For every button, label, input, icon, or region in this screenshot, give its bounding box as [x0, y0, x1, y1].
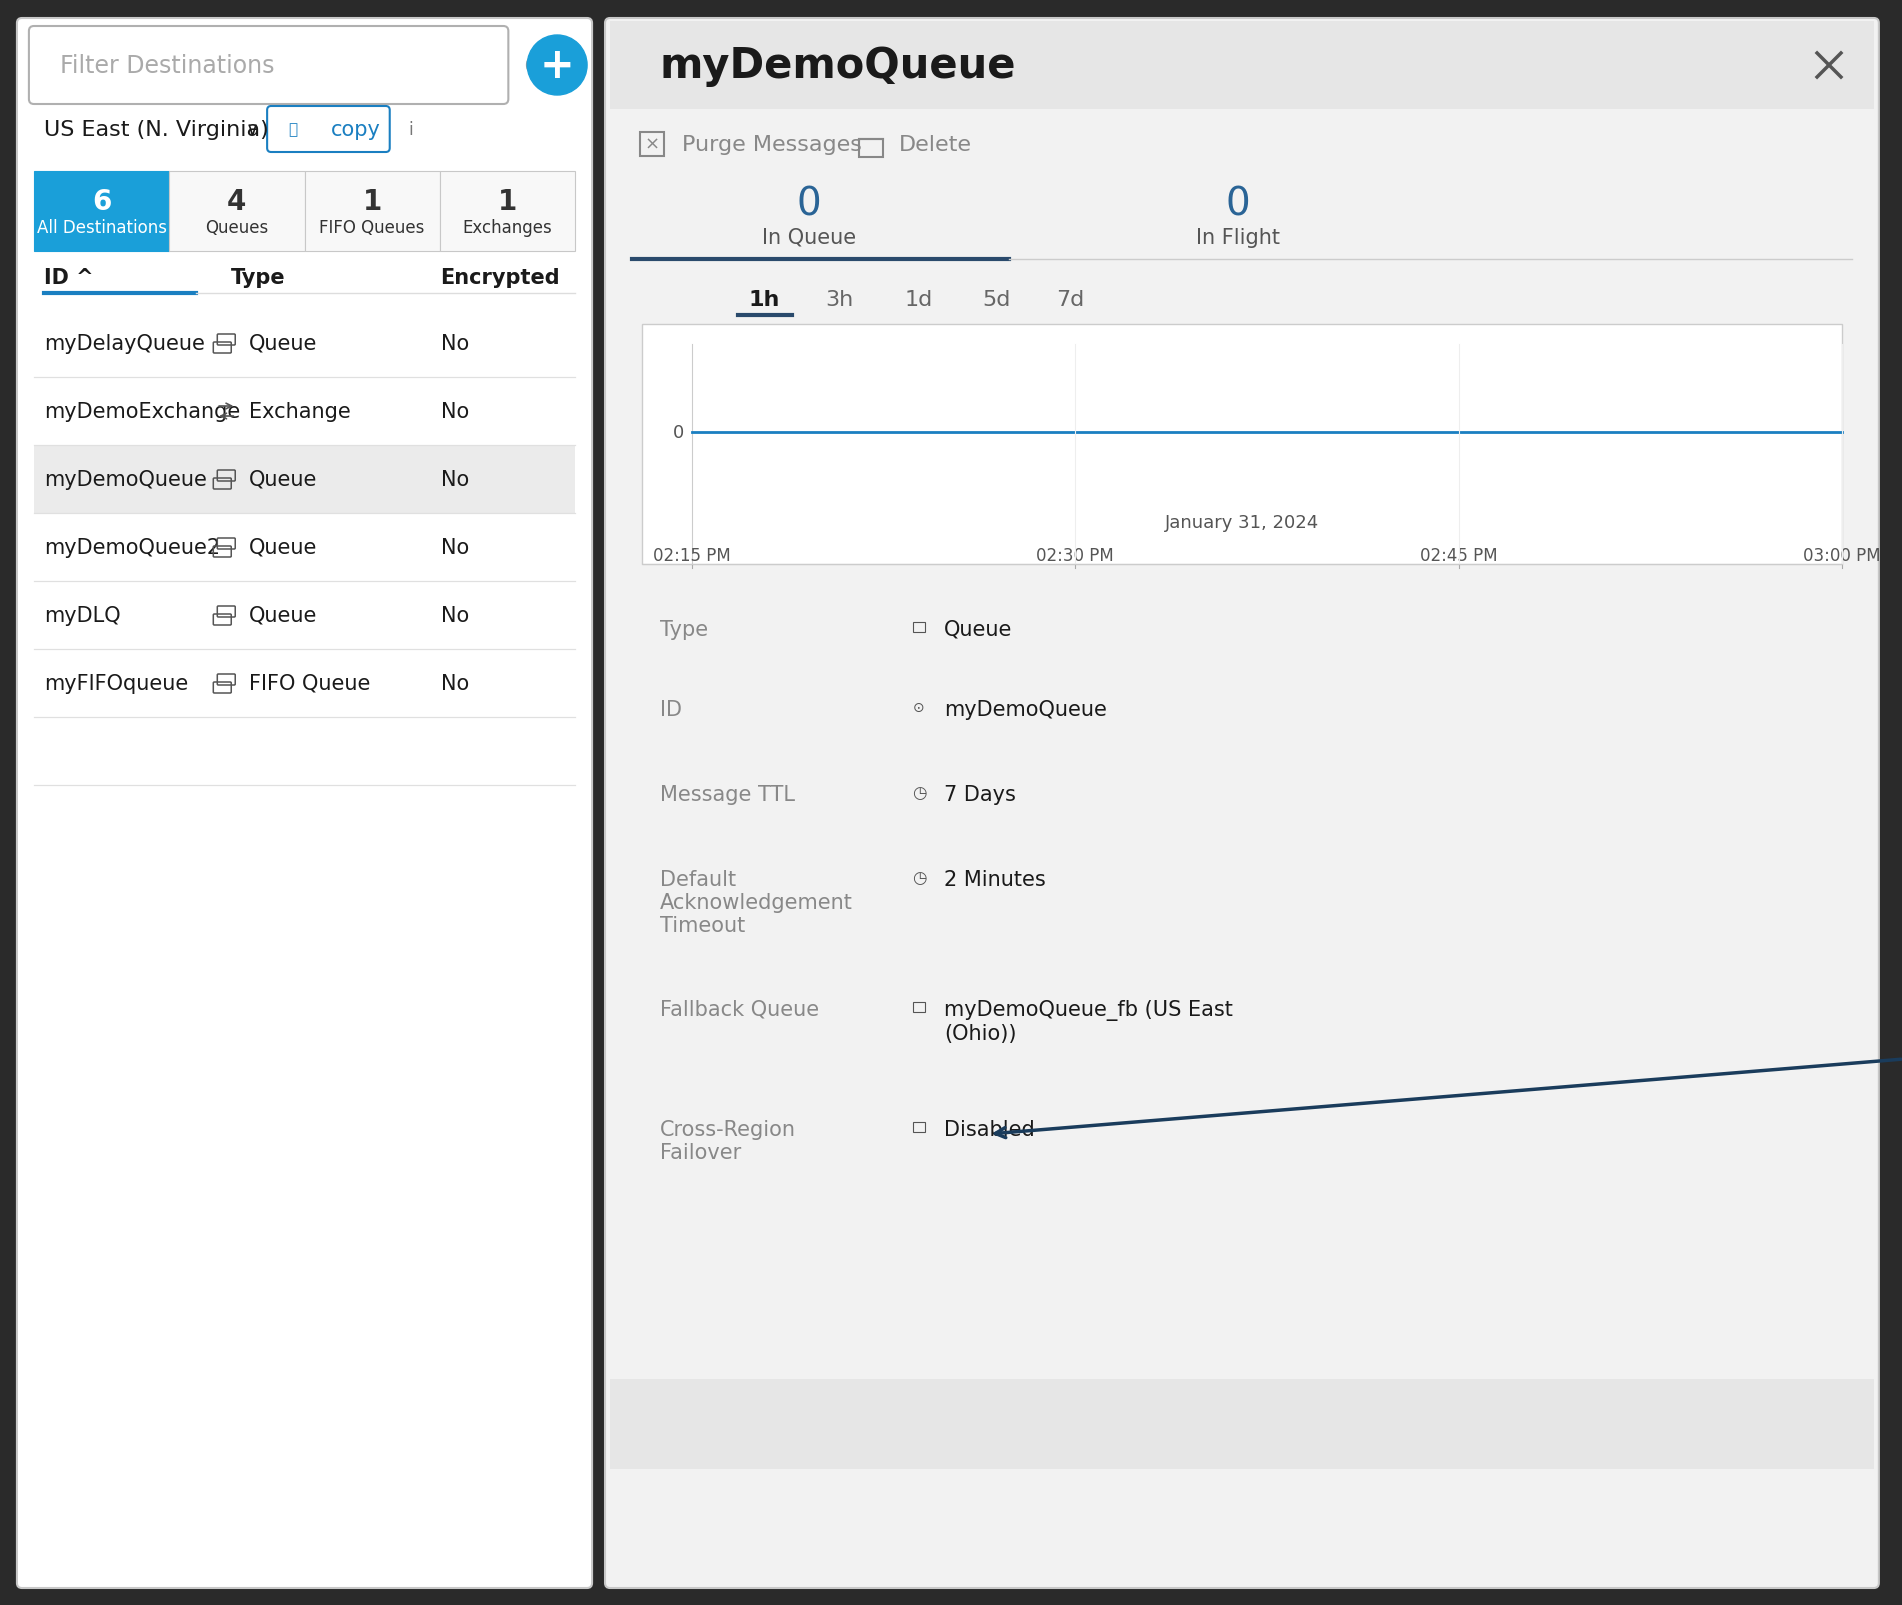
- Text: ⊙: ⊙: [913, 700, 924, 714]
- Text: No: No: [441, 470, 468, 490]
- FancyBboxPatch shape: [169, 172, 304, 252]
- FancyBboxPatch shape: [29, 27, 508, 104]
- Text: Queues: Queues: [205, 218, 268, 238]
- Text: No: No: [441, 605, 468, 626]
- Text: No: No: [441, 401, 468, 422]
- Text: myDemoQueue_fb (US East
(Ohio)): myDemoQueue_fb (US East (Ohio)): [943, 1000, 1232, 1043]
- Text: 6: 6: [91, 188, 110, 215]
- FancyBboxPatch shape: [611, 1379, 1873, 1469]
- Text: 02:15 PM: 02:15 PM: [652, 547, 730, 565]
- Text: In Flight: In Flight: [1196, 228, 1280, 247]
- Text: Message TTL: Message TTL: [660, 785, 795, 804]
- Text: Exchanges: Exchanges: [462, 218, 552, 238]
- Text: In Queue: In Queue: [763, 228, 856, 247]
- Text: 5d: 5d: [983, 291, 1012, 310]
- FancyBboxPatch shape: [34, 172, 169, 252]
- Text: All Destinations: All Destinations: [36, 218, 167, 238]
- Bar: [913, 623, 924, 632]
- Text: January 31, 2024: January 31, 2024: [1164, 514, 1320, 531]
- Text: ◷: ◷: [911, 868, 926, 886]
- Text: 02:45 PM: 02:45 PM: [1419, 547, 1497, 565]
- Text: Exchange: Exchange: [249, 401, 352, 422]
- Text: myDemoExchange: myDemoExchange: [44, 401, 240, 422]
- Text: Type: Type: [232, 268, 285, 287]
- Text: Queue: Queue: [943, 620, 1012, 640]
- Text: 0: 0: [797, 186, 822, 223]
- FancyBboxPatch shape: [439, 172, 574, 252]
- Text: myDemoQueue: myDemoQueue: [44, 470, 207, 490]
- Text: 0: 0: [1225, 186, 1250, 223]
- Text: 1h: 1h: [749, 291, 780, 310]
- FancyBboxPatch shape: [605, 19, 1879, 1587]
- Text: Encrypted: Encrypted: [441, 268, 561, 287]
- Text: 2 Minutes: 2 Minutes: [943, 870, 1046, 889]
- Text: 4: 4: [226, 188, 247, 215]
- Text: myDLQ: myDLQ: [44, 605, 120, 626]
- Bar: [913, 1122, 924, 1132]
- Text: myDelayQueue: myDelayQueue: [44, 334, 205, 353]
- FancyBboxPatch shape: [304, 172, 439, 252]
- Text: Queue: Queue: [249, 334, 318, 353]
- Bar: [611, 22, 1873, 109]
- Text: Disabled: Disabled: [943, 1119, 1035, 1140]
- Text: ID: ID: [660, 700, 681, 719]
- Text: Filter Destinations: Filter Destinations: [59, 55, 274, 79]
- Text: myFIFOqueue: myFIFOqueue: [44, 674, 188, 693]
- Text: Queue: Queue: [249, 538, 318, 557]
- Text: 7 Days: 7 Days: [943, 785, 1016, 804]
- FancyBboxPatch shape: [17, 19, 592, 1587]
- Text: ×: ×: [645, 136, 660, 154]
- Text: 1d: 1d: [905, 291, 934, 310]
- FancyBboxPatch shape: [266, 108, 390, 152]
- Text: US East (N. Virginia): US East (N. Virginia): [44, 120, 268, 140]
- Text: Type: Type: [660, 620, 708, 640]
- Text: Delete: Delete: [900, 135, 972, 156]
- Text: 📋: 📋: [289, 122, 297, 138]
- Text: 3h: 3h: [825, 291, 854, 310]
- Text: Queue: Queue: [249, 605, 318, 626]
- Text: No: No: [441, 334, 468, 353]
- Text: Queue: Queue: [249, 470, 318, 490]
- Bar: [913, 1003, 924, 1013]
- Text: Fallback Queue: Fallback Queue: [660, 1000, 820, 1019]
- Circle shape: [527, 35, 588, 96]
- Text: 1: 1: [498, 188, 517, 215]
- Text: No: No: [441, 538, 468, 557]
- Text: ∨: ∨: [245, 120, 259, 140]
- Text: 02:30 PM: 02:30 PM: [1037, 547, 1115, 565]
- Text: 7d: 7d: [1056, 291, 1084, 310]
- Text: copy: copy: [331, 120, 380, 140]
- Text: FIFO Queues: FIFO Queues: [320, 218, 424, 238]
- Text: Cross-Region
Failover: Cross-Region Failover: [660, 1119, 795, 1162]
- Text: ◷: ◷: [911, 783, 926, 801]
- Text: myDemoQueue2: myDemoQueue2: [44, 538, 221, 557]
- Text: myDemoQueue: myDemoQueue: [943, 700, 1107, 719]
- FancyBboxPatch shape: [34, 446, 574, 514]
- Text: 0: 0: [673, 424, 683, 441]
- Text: No: No: [441, 674, 468, 693]
- Text: +: +: [540, 45, 574, 87]
- Text: 1: 1: [363, 188, 382, 215]
- Text: 03:00 PM: 03:00 PM: [1803, 547, 1881, 565]
- Bar: [641, 324, 1841, 565]
- Text: Default
Acknowledgement
Timeout: Default Acknowledgement Timeout: [660, 870, 852, 936]
- Text: ID ^: ID ^: [44, 268, 93, 287]
- Text: FIFO Queue: FIFO Queue: [249, 674, 371, 693]
- Text: i: i: [409, 120, 413, 140]
- Text: Purge Messages: Purge Messages: [681, 135, 862, 156]
- Text: myDemoQueue: myDemoQueue: [660, 45, 1016, 87]
